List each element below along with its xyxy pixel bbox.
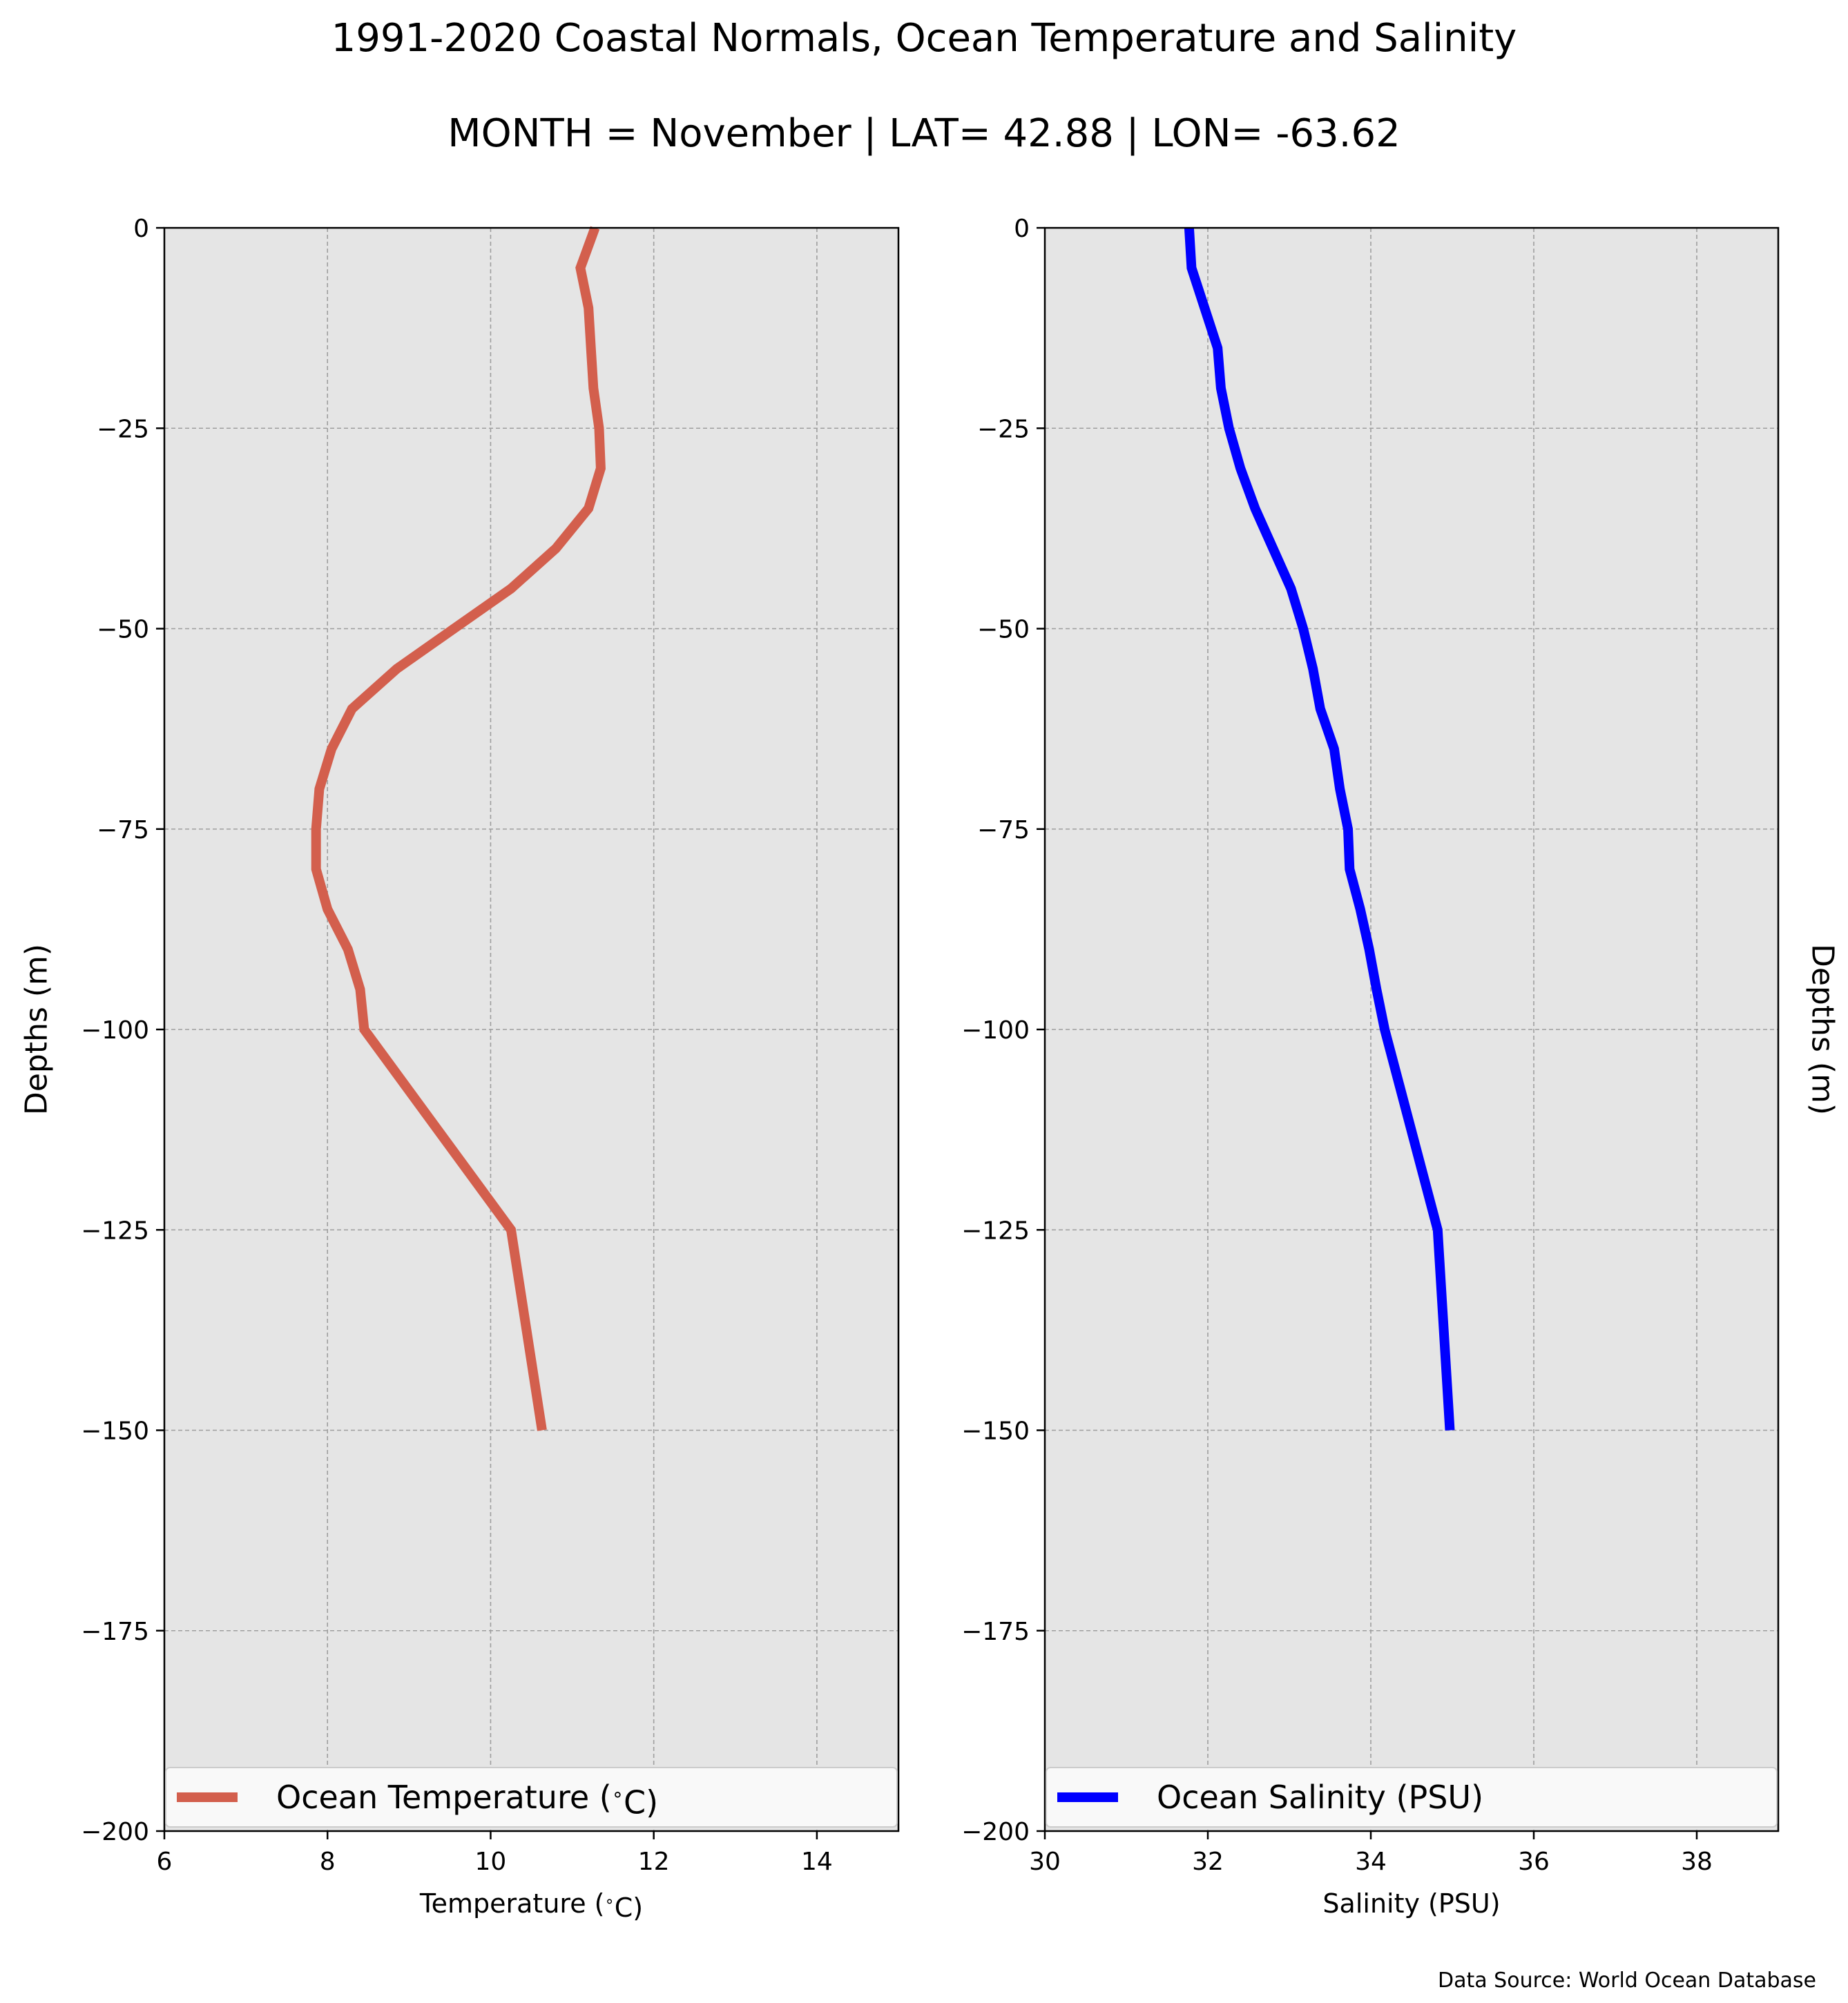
y-tick-label: −150 bbox=[81, 1417, 149, 1446]
y-tick-label: 0 bbox=[133, 215, 149, 243]
x-axis-label: Salinity (PSU) bbox=[1322, 1888, 1500, 1919]
temperature-profile-line bbox=[311, 226, 606, 1431]
chart-title: 1991-2020 Coastal Normals, Ocean Tempera… bbox=[331, 16, 1517, 61]
y-tick-label: −75 bbox=[977, 816, 1030, 844]
legend: Ocean Temperature (∘C) bbox=[165, 1767, 898, 1828]
x-tick-label: 6 bbox=[157, 1848, 173, 1876]
legend-label: Ocean Salinity (PSU) bbox=[1157, 1779, 1483, 1816]
x-tick-label: 30 bbox=[1029, 1848, 1061, 1876]
legend-box bbox=[1046, 1767, 1778, 1828]
x-tick-label: 14 bbox=[801, 1848, 833, 1876]
x-tick-label: 12 bbox=[638, 1848, 670, 1876]
x-tick-label: 36 bbox=[1518, 1848, 1550, 1876]
x-tick-label: 8 bbox=[320, 1848, 336, 1876]
salinity-profile-line bbox=[1184, 227, 1455, 1431]
y-tick-label: −100 bbox=[81, 1016, 149, 1045]
y-tick-label: −25 bbox=[977, 415, 1030, 443]
legend-label: Ocean Temperature (∘C) bbox=[276, 1779, 658, 1821]
x-tick-label: 38 bbox=[1681, 1848, 1713, 1876]
y-tick-label: −25 bbox=[97, 415, 149, 443]
y-tick-label: −175 bbox=[81, 1618, 149, 1646]
y-tick-label: −75 bbox=[97, 816, 149, 844]
y-tick-label: −125 bbox=[81, 1217, 149, 1245]
x-tick-label: 32 bbox=[1192, 1848, 1224, 1876]
y-axis-label: Depths (m) bbox=[1805, 944, 1840, 1115]
y-tick-label: −50 bbox=[977, 616, 1030, 644]
data-source-note: Data Source: World Ocean Database bbox=[1438, 1968, 1816, 1993]
y-tick-label: −200 bbox=[961, 1818, 1030, 1846]
chart-subtitle: MONTH = November | LAT= 42.88 | LON= -63… bbox=[447, 111, 1401, 156]
y-tick-label: −200 bbox=[81, 1818, 149, 1846]
y-tick-label: −125 bbox=[961, 1217, 1030, 1245]
legend: Ocean Salinity (PSU) bbox=[1046, 1767, 1778, 1828]
legend-box bbox=[165, 1767, 898, 1828]
x-tick-label: 10 bbox=[475, 1848, 507, 1876]
y-axis-label: Depths (m) bbox=[19, 944, 54, 1115]
y-tick-label: −175 bbox=[961, 1618, 1030, 1646]
x-tick-label: 34 bbox=[1355, 1848, 1387, 1876]
y-tick-label: −100 bbox=[961, 1016, 1030, 1045]
y-tick-label: −150 bbox=[961, 1417, 1030, 1446]
y-tick-label: −50 bbox=[97, 616, 149, 644]
y-tick-label: 0 bbox=[1014, 215, 1030, 243]
